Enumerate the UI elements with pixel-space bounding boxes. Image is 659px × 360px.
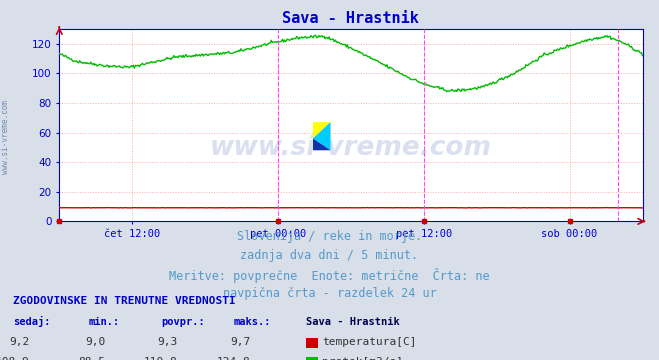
Text: maks.:: maks.: [234, 317, 272, 327]
Text: 110,8: 110,8 [144, 357, 178, 360]
Text: www.si-vreme.com: www.si-vreme.com [210, 135, 492, 161]
Text: 88,5: 88,5 [78, 357, 105, 360]
Polygon shape [313, 139, 331, 150]
Text: sedaj:: sedaj: [13, 316, 51, 327]
Text: 9,7: 9,7 [230, 337, 250, 347]
Text: ZGODOVINSKE IN TRENUTNE VREDNOSTI: ZGODOVINSKE IN TRENUTNE VREDNOSTI [13, 296, 236, 306]
Text: Slovenija / reke in morje.: Slovenija / reke in morje. [237, 230, 422, 243]
Text: 9,0: 9,0 [85, 337, 105, 347]
Text: 9,3: 9,3 [158, 337, 178, 347]
Polygon shape [313, 122, 331, 150]
Text: www.si-vreme.com: www.si-vreme.com [1, 100, 10, 174]
Text: povpr.:: povpr.: [161, 317, 205, 327]
Text: Meritve: povprečne  Enote: metrične  Črta: ne: Meritve: povprečne Enote: metrične Črta:… [169, 268, 490, 283]
Polygon shape [313, 122, 331, 139]
Text: navpična črta - razdelek 24 ur: navpična črta - razdelek 24 ur [223, 287, 436, 300]
Text: 108,9: 108,9 [0, 357, 30, 360]
Text: Sava - Hrastnik: Sava - Hrastnik [306, 317, 400, 327]
Title: Sava - Hrastnik: Sava - Hrastnik [283, 11, 419, 26]
Text: temperatura[C]: temperatura[C] [322, 337, 416, 347]
Text: min.:: min.: [89, 317, 120, 327]
Text: zadnja dva dni / 5 minut.: zadnja dva dni / 5 minut. [241, 249, 418, 262]
Text: pretok[m3/s]: pretok[m3/s] [322, 357, 403, 360]
Text: 124,8: 124,8 [217, 357, 250, 360]
Text: 9,2: 9,2 [9, 337, 30, 347]
